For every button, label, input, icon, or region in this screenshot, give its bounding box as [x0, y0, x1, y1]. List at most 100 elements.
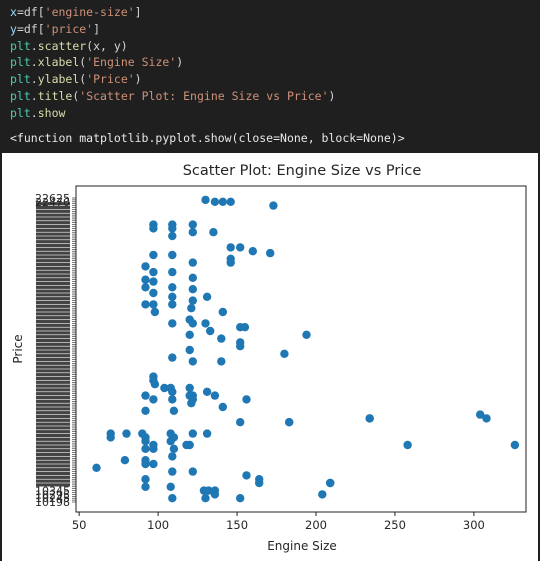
y-tick-label-overlap: [36, 433, 70, 438]
scatter-point: [236, 494, 245, 503]
scatter-point: [217, 334, 226, 343]
scatter-point: [210, 391, 220, 400]
scatter-point: [141, 262, 150, 271]
y-tick-label-overlap: [36, 479, 70, 483]
y-tick-label-overlap: [36, 316, 70, 320]
scatter-point: [285, 418, 294, 427]
scatter-point: [168, 250, 177, 260]
y-tick-label-overlap: [36, 445, 70, 449]
scatter-point: [269, 201, 278, 210]
scatter-point: [166, 437, 175, 446]
scatter-point: [185, 345, 194, 355]
code-token: .: [30, 38, 38, 53]
code-token: plt: [10, 55, 31, 70]
y-tick-label-overlap: [36, 338, 70, 343]
code-token: ): [328, 88, 336, 103]
code-token: 'price': [44, 21, 94, 36]
code-token: .: [30, 72, 38, 87]
scatter-point: [209, 228, 218, 237]
scatter-point: [149, 250, 158, 260]
y-tick-label-overlap: [36, 449, 70, 453]
scatter-point: [403, 440, 412, 450]
scatter-point: [141, 437, 150, 446]
y-tick-label-overlap: [36, 240, 70, 244]
y-tick-label-overlap: [36, 304, 70, 308]
scatter-point: [141, 482, 150, 491]
code-token: =df[: [16, 5, 45, 19]
scatter-point: [168, 467, 177, 476]
scatter-point: [326, 478, 335, 488]
scatter-point: [141, 391, 150, 400]
code-token: (x, y): [86, 38, 128, 53]
y-tick-label-overlap: [36, 236, 70, 240]
code-token: plt: [10, 105, 31, 120]
scatter-point: [217, 357, 226, 366]
code-token: plt: [10, 38, 31, 53]
y-tick-label-overlap: [36, 430, 70, 434]
scatter-point: [248, 247, 257, 256]
code-token: (: [79, 72, 87, 87]
y-tick-label-overlap: [36, 209, 70, 213]
scatter-point: [149, 288, 158, 298]
x-tick-label: 150: [226, 518, 248, 532]
scatter-point: [226, 243, 235, 252]
scatter-point: [168, 231, 177, 241]
x-axis-label: Engine Size: [267, 539, 337, 553]
y-tick-label-overlap: [36, 266, 70, 270]
scatter-point: [280, 349, 289, 358]
y-tick-label-overlap: [36, 441, 70, 445]
scatter-point: [168, 395, 177, 404]
code-token: ): [176, 55, 184, 70]
code-token: ]: [134, 5, 142, 19]
y-tick-label-overlap: [36, 232, 70, 236]
scatter-point: [149, 224, 158, 233]
y-tick-label-overlap: [36, 365, 70, 369]
code-line: plt.ylabel('Price'): [10, 71, 335, 88]
scatter-point: [204, 486, 213, 495]
scatter-point: [92, 463, 101, 472]
code-token: ): [134, 72, 142, 87]
y-tick-label: 22625: [35, 192, 70, 205]
scatter-point: [266, 248, 275, 258]
y-tick-label-overlap: [36, 323, 70, 327]
scatter-point: [201, 494, 210, 503]
scatter-point: [150, 307, 160, 317]
y-tick-label: 10245: [35, 492, 70, 505]
scatter-point: [168, 494, 177, 503]
scatter-point: [141, 283, 150, 292]
y-tick-label-overlap: [36, 259, 70, 263]
y-tick-label-overlap: [36, 403, 70, 407]
scatter-point: [141, 406, 150, 415]
code-token: ]: [93, 21, 101, 36]
scatter-point: [188, 285, 197, 294]
plot-area-frame: [75, 185, 527, 513]
y-tick-label-overlap: [36, 354, 70, 358]
y-tick-label-overlap: [36, 464, 70, 468]
code-editor[interactable]: x=df['engine-size'] y=df['price'] plt.scat…: [10, 4, 335, 122]
scatter-point: [149, 267, 158, 277]
y-axis-ticks: 226252247010345102951024510198: [35, 192, 76, 509]
scatter-point: [365, 414, 374, 423]
y-tick-label-overlap: [36, 285, 70, 289]
y-tick-label-overlap: [36, 411, 70, 415]
scatter-point: [168, 319, 177, 328]
y-tick-label-overlap: [36, 247, 70, 251]
scatter-point: [185, 330, 194, 339]
code-token: x: [10, 5, 17, 19]
scatter-point: [168, 300, 177, 309]
y-tick-label-overlap: [36, 384, 70, 388]
output-text: <function matplotlib.pyplot.show(close=N…: [10, 131, 405, 145]
scatter-point: [187, 304, 196, 313]
y-tick-label-overlap: [36, 369, 70, 373]
code-line: plt.title('Scatter Plot: Engine Size vs …: [10, 88, 335, 105]
y-tick-label: 10345: [35, 485, 70, 498]
scatter-point: [187, 399, 196, 408]
code-token: .: [30, 88, 38, 103]
code-cell[interactable]: x=df['engine-size'] y=df['price'] plt.scat…: [0, 0, 540, 125]
y-tick-label-overlap: [36, 407, 70, 411]
scatter-point: [168, 224, 177, 233]
scatter-point: [236, 342, 245, 351]
scatter-point: [318, 490, 327, 499]
code-token: =df[: [16, 21, 45, 36]
y-tick-label-overlap: [36, 213, 70, 217]
